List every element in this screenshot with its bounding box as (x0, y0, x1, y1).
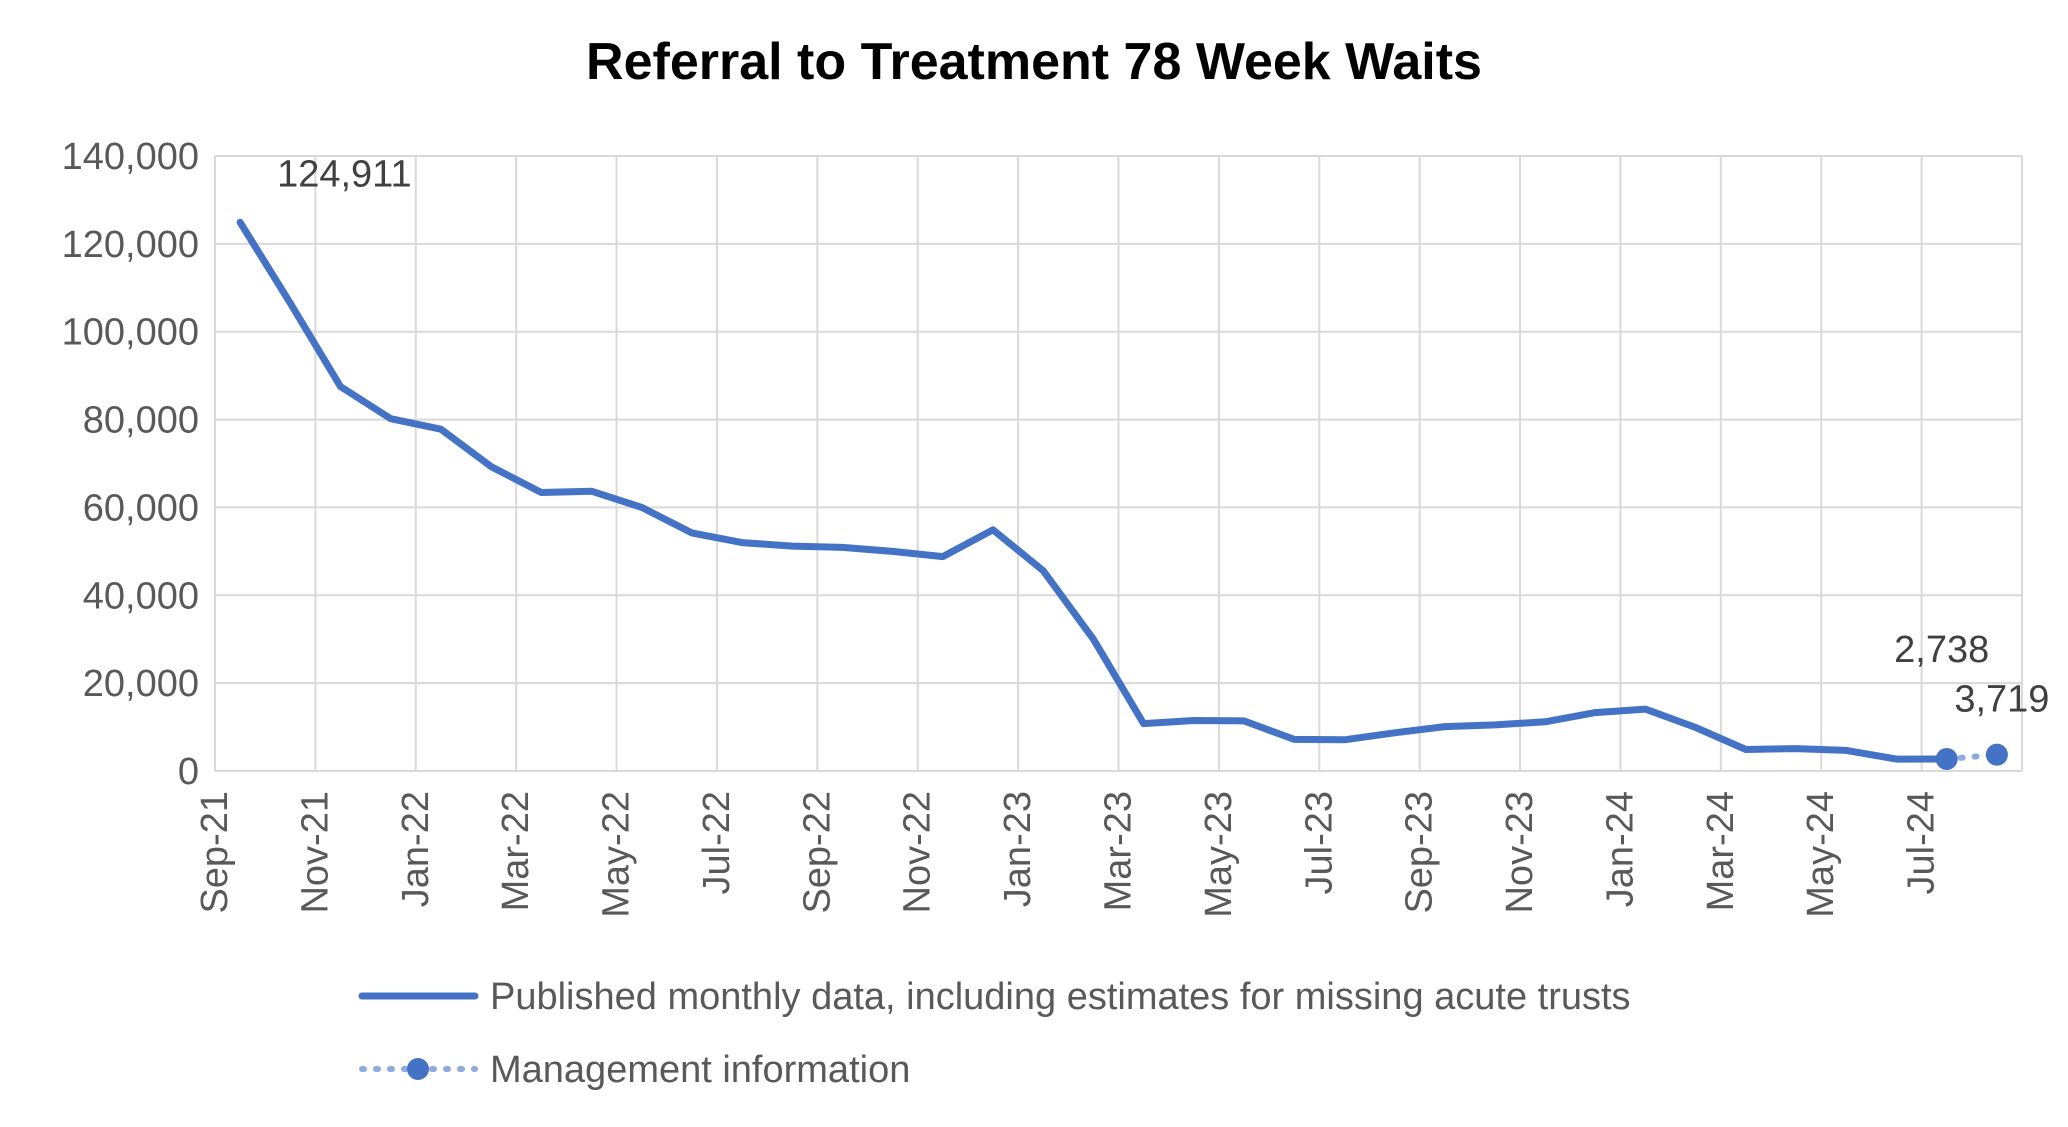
y-tick-label: 80,000 (83, 400, 199, 442)
x-tick-label: Sep-22 (796, 791, 838, 914)
x-tick-label: Jul-22 (696, 791, 738, 895)
legend-label-management: Management information (490, 1049, 910, 1091)
y-tick-label: 60,000 (83, 487, 199, 529)
x-tick-label: Mar-22 (495, 791, 537, 911)
grid (214, 155, 2023, 772)
x-tick-label: Jul-23 (1298, 791, 1340, 895)
x-tick-label: Jan-23 (997, 791, 1039, 907)
y-tick-label: 20,000 (83, 663, 199, 705)
x-tick-label: Jul-24 (1901, 791, 1943, 895)
x-tick-label: Nov-23 (1499, 791, 1541, 914)
data-label: 124,911 (277, 153, 412, 195)
x-tick-label: Nov-21 (294, 791, 336, 914)
x-axis-ticks: Sep-21 Nov-21 Jan-22 Mar-22 May-22 Jul-22 Sep-… (194, 791, 1943, 918)
x-tick-label: Mar-24 (1700, 791, 1742, 911)
x-tick-label: May-23 (1198, 791, 1240, 918)
chart-title: Referral to Treatment 78 Week Waits (586, 33, 1482, 91)
x-tick-label: Sep-23 (1399, 791, 1441, 914)
y-axis-ticks: 0 20,000 40,000 60,000 80,000 100,000 120,000 1… (62, 136, 199, 793)
legend-label-published: Published monthly data, including estima… (490, 976, 1631, 1018)
series-lines (236, 218, 2008, 770)
y-tick-label: 40,000 (83, 575, 199, 617)
x-tick-label: Nov-22 (897, 791, 939, 914)
published-data-line (236, 218, 1951, 763)
x-tick-label: May-24 (1800, 791, 1842, 918)
management-info-point (1985, 743, 2008, 766)
x-tick-label: Jan-22 (395, 791, 437, 907)
x-tick-label: Jan-24 (1599, 791, 1641, 907)
x-tick-label: May-22 (596, 791, 638, 918)
data-label: 3,719 (1954, 679, 2049, 721)
legend-marker-management (407, 1058, 429, 1080)
y-tick-label: 140,000 (62, 136, 199, 178)
management-info-point (1935, 747, 1958, 770)
x-tick-label: Sep-21 (194, 791, 236, 914)
y-tick-label: 120,000 (62, 224, 199, 266)
y-tick-label: 100,000 (62, 312, 199, 354)
data-labels: 124,911 2,738 3,719 (277, 153, 2049, 720)
data-label: 2,738 (1894, 629, 1989, 671)
y-tick-label: 0 (178, 751, 199, 793)
legend: Published monthly data, including estima… (358, 976, 1631, 1091)
x-tick-label: Mar-23 (1098, 791, 1140, 911)
